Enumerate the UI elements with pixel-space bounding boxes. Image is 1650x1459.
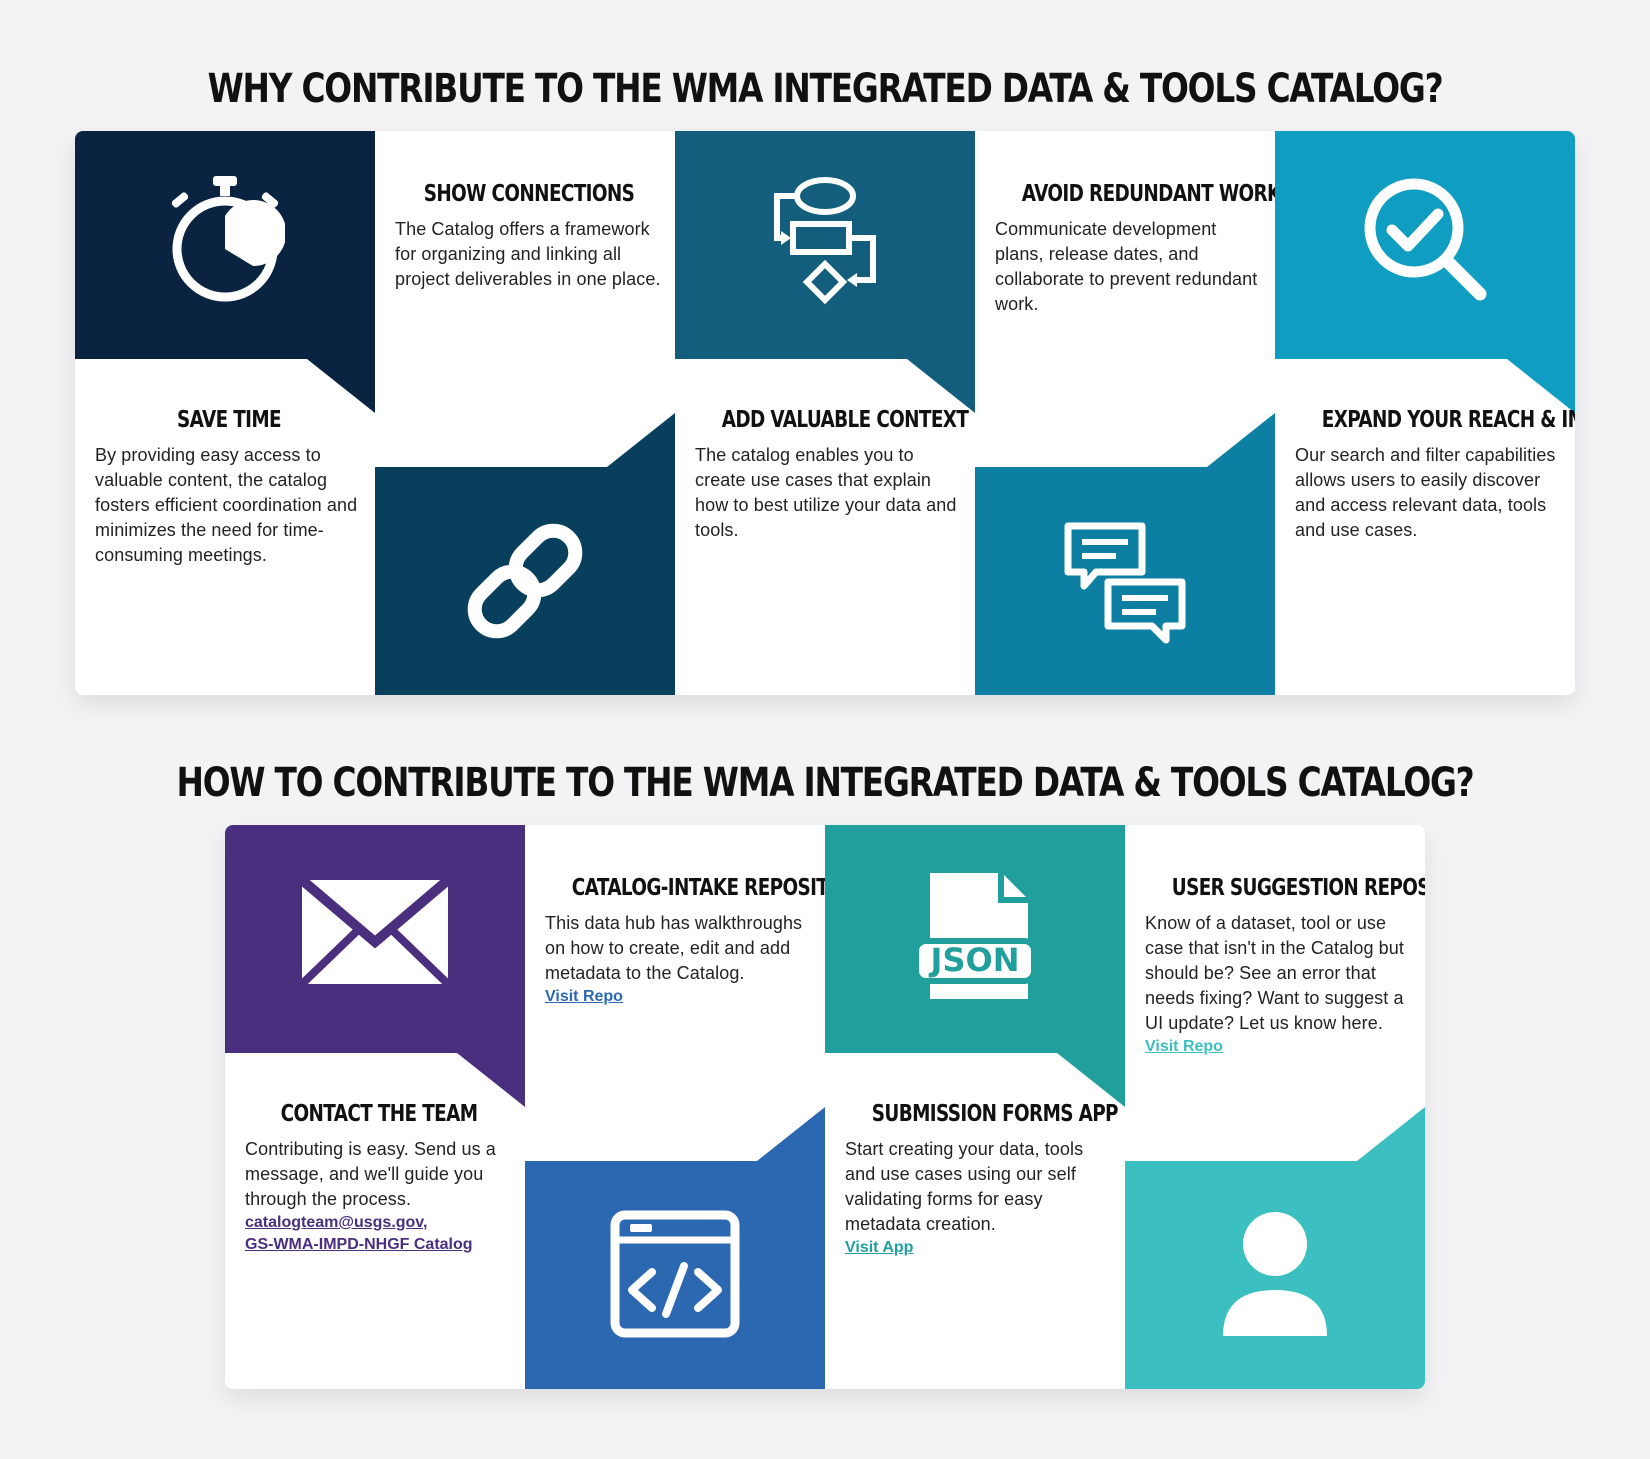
card-title: EXPAND YOUR REACH & IMPACT bbox=[1321, 407, 1575, 433]
card-title: ADD VALUABLE CONTEXT bbox=[721, 407, 969, 433]
card-band bbox=[1275, 131, 1575, 359]
flowchart-icon bbox=[675, 171, 975, 311]
card-body: Know of a dataset, tool or use case that… bbox=[1145, 913, 1404, 1033]
card-submission-forms-app: JSON SUBMISSION FORMS APP Start creating… bbox=[825, 825, 1125, 1389]
stopwatch-icon bbox=[75, 169, 375, 309]
why-heading: WHY CONTRIBUTE TO THE WMA INTEGRATED DAT… bbox=[207, 66, 1444, 112]
visit-repo-link[interactable]: Visit Repo bbox=[1145, 1038, 1223, 1055]
search-check-icon bbox=[1275, 169, 1575, 309]
visit-app-link[interactable]: Visit App bbox=[845, 1239, 914, 1256]
code-window-icon bbox=[525, 1205, 825, 1345]
chat-bubbles-icon bbox=[975, 501, 1275, 661]
card-body: This data hub has walkthroughs on how to… bbox=[545, 913, 803, 983]
card-body: Communicate development plans, release d… bbox=[995, 219, 1258, 314]
link-icon bbox=[375, 501, 675, 661]
card-title: SHOW CONNECTIONS bbox=[423, 181, 635, 207]
card-show-connections: SHOW CONNECTIONS The Catalog offers a fr… bbox=[375, 131, 675, 695]
card-body: The catalog enables you to create use ca… bbox=[695, 445, 957, 540]
user-icon bbox=[1125, 1205, 1425, 1345]
email-link[interactable]: catalogteam@usgs.gov, bbox=[245, 1214, 428, 1231]
teams-channel-link[interactable]: GS-WMA-IMPD-NHGF Catalog bbox=[245, 1236, 473, 1253]
card-title: USER SUGGESTION REPOSITORY bbox=[1171, 875, 1425, 901]
card-expand-reach: EXPAND YOUR REACH & IMPACT Our search an… bbox=[1275, 131, 1575, 695]
json-file-icon: JSON bbox=[825, 871, 1125, 1001]
card-title: SUBMISSION FORMS APP bbox=[871, 1101, 1119, 1127]
envelope-icon bbox=[225, 873, 525, 993]
card-band bbox=[675, 131, 975, 359]
card-add-valuable-context: ADD VALUABLE CONTEXT The catalog enables… bbox=[675, 131, 975, 695]
card-contact-team: CONTACT THE TEAM Contributing is easy. S… bbox=[225, 825, 525, 1389]
card-avoid-redundant-work: AVOID REDUNDANT WORK Communicate develop… bbox=[975, 131, 1282, 695]
card-user-suggestion-repository: USER SUGGESTION REPOSITORY Know of a dat… bbox=[1125, 825, 1425, 1389]
how-heading: HOW TO CONTRIBUTE TO THE WMA INTEGRATED … bbox=[176, 760, 1475, 806]
card-catalog-intake-repository: CATALOG-INTAKE REPOSITORY This data hub … bbox=[525, 825, 869, 1389]
card-title: SAVE TIME bbox=[177, 407, 282, 433]
card-save-time: SAVE TIME By providing easy access to va… bbox=[75, 131, 375, 695]
card-body: The Catalog offers a framework for organ… bbox=[395, 219, 661, 289]
card-body: By providing easy access to valuable con… bbox=[95, 445, 358, 565]
how-cards-row: CONTACT THE TEAM Contributing is easy. S… bbox=[225, 825, 1425, 1389]
card-body: Start creating your data, tools and use … bbox=[845, 1139, 1084, 1234]
card-title: CONTACT THE TEAM bbox=[280, 1101, 478, 1127]
card-title: CATALOG-INTAKE REPOSITORY bbox=[571, 875, 869, 901]
card-body: Contributing is easy. Send us a message,… bbox=[245, 1139, 496, 1209]
card-title: AVOID REDUNDANT WORK bbox=[1021, 181, 1282, 207]
visit-repo-link[interactable]: Visit Repo bbox=[545, 988, 623, 1005]
json-label: JSON bbox=[929, 941, 1020, 979]
why-cards-row: SAVE TIME By providing easy access to va… bbox=[75, 131, 1575, 695]
card-body: Our search and filter capabilities allow… bbox=[1295, 445, 1556, 540]
card-band bbox=[525, 1161, 825, 1389]
